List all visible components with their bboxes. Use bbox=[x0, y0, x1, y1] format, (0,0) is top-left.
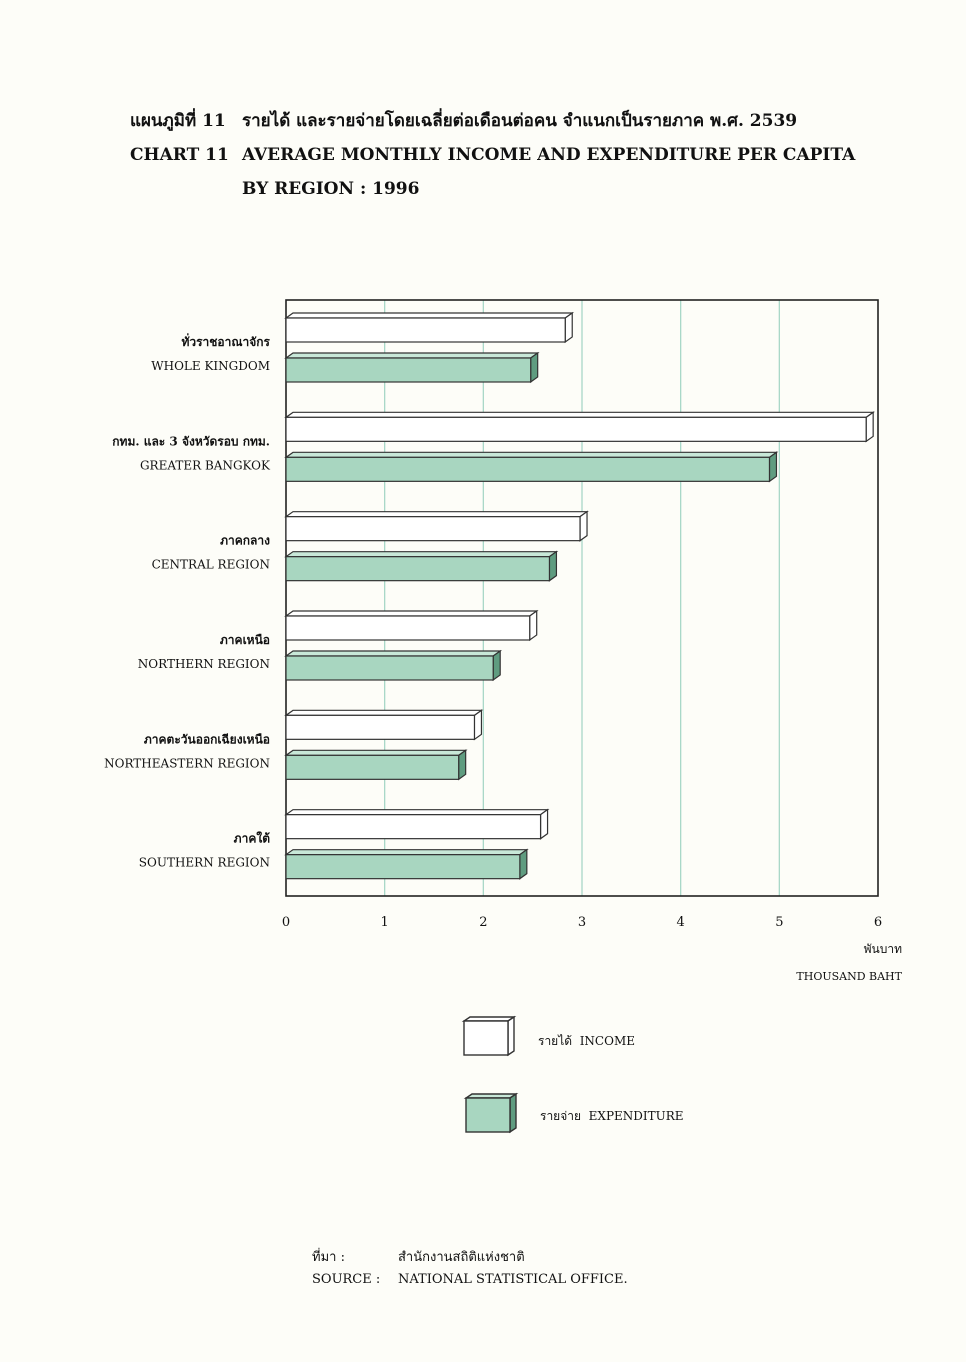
title-thai-text: รายได้ และรายจ่ายโดยเฉลี่ยต่อเดือนต่อคน … bbox=[242, 111, 798, 131]
bar-income-4-side bbox=[473, 709, 483, 741]
title-en-line2: BY REGION : 1996 bbox=[242, 179, 420, 199]
title-thai-row: แผนภูมิที่ 11 รายได้ และรายจ่ายโดยเฉลี่ย… bbox=[130, 104, 855, 138]
bar-income-3-top bbox=[284, 610, 539, 617]
chart-title-block: แผนภูมิที่ 11 รายได้ และรายจ่ายโดยเฉลี่ย… bbox=[130, 104, 855, 206]
category-label-th-3: ภาคเหนือ bbox=[220, 633, 270, 647]
bar-expenditure-2 bbox=[285, 556, 551, 582]
bar-expenditure-2-side bbox=[548, 550, 558, 582]
category-label-en-3: NORTHERN REGION bbox=[138, 657, 270, 671]
source-en-value: NATIONAL STATISTICAL OFFICE. bbox=[398, 1272, 628, 1287]
x-axis-unit-en: THOUSAND BAHT bbox=[796, 970, 902, 983]
category-label-th-4: ภาคตะวันออกเฉียงเหนือ bbox=[144, 732, 270, 746]
title-en-label: CHART 11 bbox=[130, 145, 229, 165]
bar-expenditure-5 bbox=[285, 854, 521, 880]
legend-expenditure-en: EXPENDITURE bbox=[588, 1109, 684, 1123]
bar-expenditure-1 bbox=[285, 456, 771, 482]
bar-expenditure-3 bbox=[285, 655, 494, 681]
category-label-th-1: กทม. และ 3 จังหวัดรอบ กทม. bbox=[112, 434, 270, 448]
plot-border bbox=[285, 299, 879, 897]
bar-chart: ทั่วราชอาณาจักร WHOLE KINGDOM กทม. และ 3 จ… bbox=[104, 299, 903, 983]
bar-expenditure-3-top bbox=[284, 650, 503, 657]
legend-expenditure-swatch bbox=[463, 1092, 519, 1134]
bar-expenditure-4-side bbox=[458, 749, 467, 781]
title-en-row: CHART 11 AVERAGE MONTHLY INCOME AND EXPE… bbox=[130, 138, 855, 172]
bar-expenditure-0-top bbox=[284, 352, 540, 359]
bar-income-0-side bbox=[564, 311, 573, 344]
bar-expenditure-3-side bbox=[492, 649, 501, 682]
bar-income-2 bbox=[285, 516, 581, 542]
category-label-th-2: ภาคกลาง bbox=[220, 534, 270, 548]
legend-income-en: INCOME bbox=[579, 1034, 635, 1048]
bar-income-0 bbox=[285, 317, 566, 343]
legend-income-label: รายได้ INCOME bbox=[538, 1032, 635, 1051]
source-thai-value: สำนักงานสถิติแห่งชาติ bbox=[398, 1250, 525, 1265]
bar-income-1 bbox=[285, 416, 867, 442]
x-axis-unit-th: พันบาท bbox=[864, 942, 902, 956]
bar-expenditure-4-top bbox=[284, 749, 468, 756]
bar-income-3-side bbox=[529, 609, 538, 642]
x-tick-label-2: 2 bbox=[479, 915, 487, 930]
bar-income-2-top bbox=[284, 511, 589, 518]
bar-income-5-side bbox=[539, 808, 549, 840]
bar-expenditure-2-top bbox=[284, 551, 559, 558]
bar-income-4 bbox=[285, 714, 476, 740]
x-tick-label-0: 0 bbox=[282, 915, 290, 930]
bar-income-1-top bbox=[284, 411, 876, 418]
legend-income-swatch bbox=[461, 1015, 517, 1057]
bar-expenditure-5-top bbox=[284, 849, 529, 856]
source-english: SOURCE : NATIONAL STATISTICAL OFFICE. bbox=[312, 1272, 628, 1287]
legend-expenditure-th: รายจ่าย bbox=[540, 1109, 582, 1123]
x-tick-label-4: 4 bbox=[677, 915, 685, 930]
category-label-th-0: ทั่วราชอาณาจักร bbox=[181, 333, 270, 349]
legend-expenditure-label: รายจ่าย EXPENDITURE bbox=[540, 1107, 684, 1126]
bar-income-0-top bbox=[284, 312, 575, 319]
bar-income-1-side bbox=[865, 411, 874, 443]
title-en-row-2: BY REGION : 1996 bbox=[130, 172, 855, 206]
category-label-th-5: ภาคใต้ bbox=[234, 831, 271, 846]
title-thai-label: แผนภูมิที่ 11 bbox=[130, 111, 226, 131]
bar-expenditure-1-top bbox=[284, 451, 779, 458]
source-thai-key: ที่มา : bbox=[312, 1250, 345, 1265]
title-en-line1: AVERAGE MONTHLY INCOME AND EXPENDITURE P… bbox=[242, 145, 856, 165]
x-tick-label-1: 1 bbox=[381, 915, 389, 930]
source-en-key: SOURCE : bbox=[312, 1272, 381, 1287]
bar-expenditure-4 bbox=[285, 754, 460, 780]
bar-expenditure-0 bbox=[285, 357, 532, 383]
category-label-en-1: GREATER BANGKOK bbox=[140, 458, 271, 472]
bar-income-4-top bbox=[284, 709, 484, 716]
source-thai: ที่มา : สำนักงานสถิติแห่งชาติ bbox=[312, 1246, 525, 1267]
x-tick-label-6: 6 bbox=[874, 915, 882, 930]
legend-income-th: รายได้ bbox=[538, 1034, 573, 1048]
bar-expenditure-0-side bbox=[530, 351, 539, 384]
bar-expenditure-1-side bbox=[768, 451, 778, 483]
category-label-en-2: CENTRAL REGION bbox=[152, 558, 270, 572]
bar-income-5 bbox=[285, 814, 542, 840]
bar-income-5-top bbox=[284, 809, 550, 816]
category-label-en-4: NORTHEASTERN REGION bbox=[104, 756, 270, 770]
bar-income-2-side bbox=[579, 510, 588, 542]
category-label-en-5: SOUTHERN REGION bbox=[139, 856, 270, 870]
x-tick-label-5: 5 bbox=[775, 915, 783, 930]
category-label-en-0: WHOLE KINGDOM bbox=[151, 359, 270, 373]
bar-income-3 bbox=[285, 615, 531, 641]
x-tick-label-3: 3 bbox=[578, 915, 586, 930]
bar-expenditure-5-side bbox=[519, 848, 528, 880]
